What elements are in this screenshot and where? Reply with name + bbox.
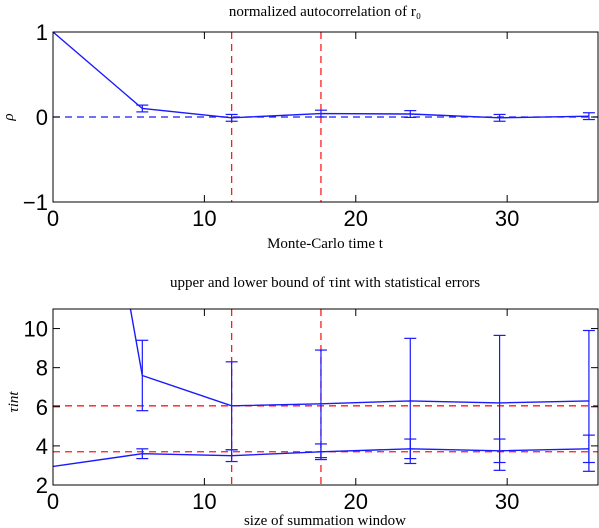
top-xtick-label: 0 bbox=[47, 206, 59, 231]
bottom-ytick-label: 4 bbox=[36, 434, 48, 459]
top-plot-area bbox=[53, 32, 598, 202]
top-chart-title: normalized autocorrelation of r₀ bbox=[229, 4, 421, 20]
top-ytick-label: −1 bbox=[23, 190, 48, 215]
bottom-xtick-label: 0 bbox=[47, 489, 59, 514]
bottom-plot-frame bbox=[52, 308, 599, 486]
bottom-xtick-label: 20 bbox=[344, 489, 368, 514]
bottom-ytick-label: 10 bbox=[24, 317, 48, 342]
top-xtick-label: 10 bbox=[192, 206, 216, 231]
top-ytick-label: 1 bbox=[36, 20, 48, 45]
bottom-series-0-line bbox=[129, 309, 589, 407]
top-xtick-label: 30 bbox=[495, 206, 519, 231]
bottom-chart-xlabel: size of summation window bbox=[244, 513, 406, 528]
top-xtick-label: 20 bbox=[344, 206, 368, 231]
bottom-ytick-label: 8 bbox=[36, 356, 48, 381]
top-ytick-label: 0 bbox=[36, 105, 48, 130]
bottom-ytick-label: 2 bbox=[36, 473, 48, 498]
top-chart-xlabel: Monte-Carlo time t bbox=[267, 236, 384, 252]
bottom-chart-ylabel: τint bbox=[6, 391, 22, 413]
bottom-ytick-label: 6 bbox=[36, 395, 48, 420]
bottom-xtick-label: 30 bbox=[495, 489, 519, 514]
bottom-xtick-label: 10 bbox=[192, 489, 216, 514]
bottom-chart-title: upper and lower bound of τint with stati… bbox=[170, 275, 480, 291]
bottom-plot-area bbox=[53, 309, 598, 485]
top-chart-panel: 0 10 20 30−101 bbox=[23, 20, 599, 231]
bottom-chart-panel: 0 10 20 30 2 4 6 8 10 bbox=[24, 308, 599, 514]
top-chart-ylabel: ρ bbox=[1, 113, 17, 121]
